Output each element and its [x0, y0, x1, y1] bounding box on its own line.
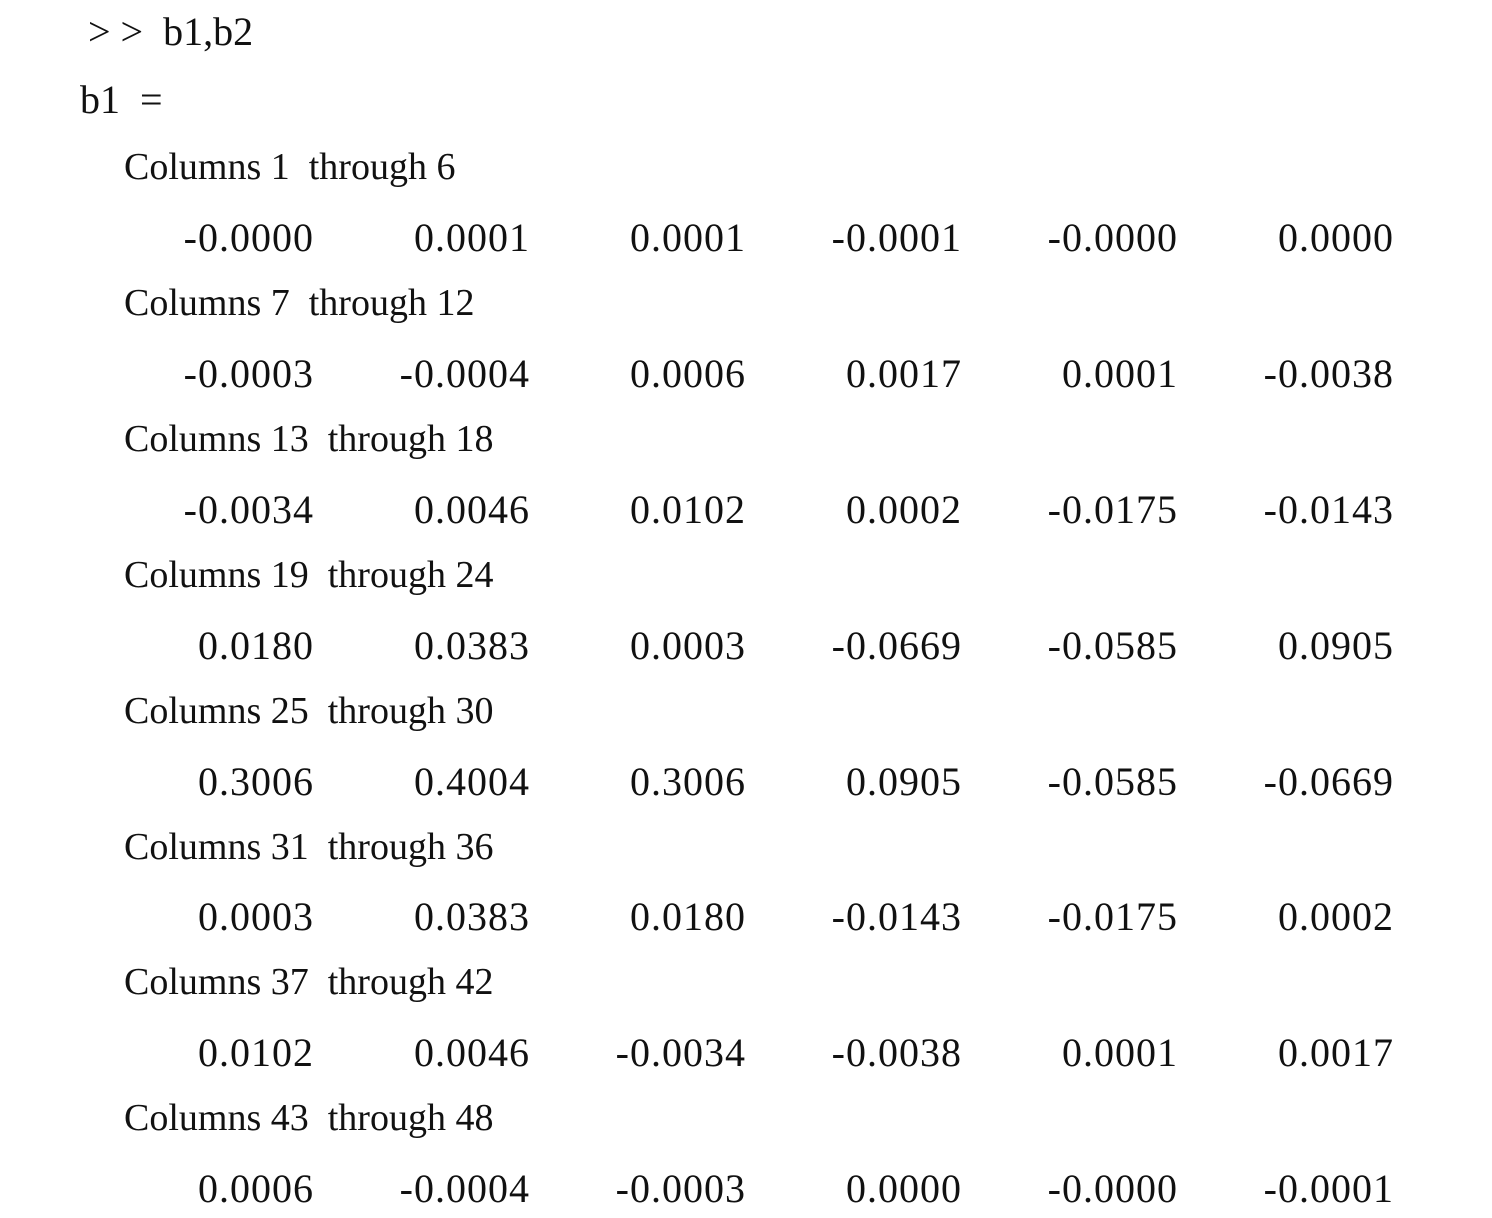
matrix-value: 0.0046 [414, 487, 530, 532]
columns-header: Columns 1 through 6 [124, 146, 456, 188]
matrix-value: 0.0000 [846, 1166, 962, 1211]
matrix-value: 0.3006 [630, 759, 746, 804]
matrix-value: -0.0669 [831, 623, 962, 668]
matrix-value: -0.0143 [831, 894, 962, 939]
values-row: -0.0000 0.0001 0.0001 -0.0001 -0.0000 0.… [0, 214, 1492, 260]
matrix-value: 0.0180 [630, 894, 746, 939]
matrix-value: 0.0002 [846, 487, 962, 532]
matrix-value: 0.0003 [630, 623, 746, 668]
columns-header: Columns 37 through 42 [124, 961, 494, 1003]
matrix-value: 0.0046 [414, 1030, 530, 1075]
matrix-value: 0.0102 [198, 1030, 314, 1075]
matrix-value: -0.0034 [615, 1030, 746, 1075]
matrix-value: -0.0000 [183, 215, 314, 260]
matrix-value: -0.0000 [1047, 1166, 1178, 1211]
matrix-value: -0.0143 [1263, 487, 1394, 532]
values-row: 0.0102 0.0046 -0.0034 -0.0038 0.0001 0.0… [0, 1029, 1492, 1075]
matrix-value: 0.0001 [1062, 1030, 1178, 1075]
matrix-value: -0.0034 [183, 487, 314, 532]
values-row: -0.0003 -0.0004 0.0006 0.0017 0.0001 -0.… [0, 350, 1492, 396]
output-variable-name: b1 = [80, 77, 163, 122]
matrix-value: -0.0003 [615, 1166, 746, 1211]
matrix-value: -0.0175 [1047, 894, 1178, 939]
matrix-value: -0.0038 [831, 1030, 962, 1075]
matrix-value: 0.0006 [630, 351, 746, 396]
matrix-value: 0.0905 [846, 759, 962, 804]
matrix-value: 0.0003 [198, 894, 314, 939]
columns-header: Columns 43 through 48 [124, 1097, 494, 1139]
values-row: 0.0180 0.0383 0.0003 -0.0669 -0.0585 0.0… [0, 622, 1492, 668]
matrix-value: 0.0383 [414, 894, 530, 939]
matrix-value: 0.0017 [846, 351, 962, 396]
values-row: 0.0003 0.0383 0.0180 -0.0143 -0.0175 0.0… [0, 893, 1492, 939]
matrix-value: -0.0001 [831, 215, 962, 260]
matrix-value: -0.0585 [1047, 623, 1178, 668]
matrix-value: 0.3006 [198, 759, 314, 804]
matrix-value: 0.0180 [198, 623, 314, 668]
columns-header: Columns 13 through 18 [124, 418, 494, 460]
matrix-value: -0.0001 [1263, 1166, 1394, 1211]
matrix-value: 0.0001 [630, 215, 746, 260]
matrix-value: -0.0038 [1263, 351, 1394, 396]
values-row: 0.0006 -0.0004 -0.0003 0.0000 -0.0000 -0… [0, 1165, 1492, 1211]
matrix-value: 0.0006 [198, 1166, 314, 1211]
matrix-value: 0.0002 [1278, 894, 1394, 939]
matrix-value: 0.0001 [1062, 351, 1178, 396]
columns-header: Columns 7 through 12 [124, 282, 475, 324]
columns-header: Columns 31 through 36 [124, 826, 494, 868]
matrix-value: 0.0017 [1278, 1030, 1394, 1075]
values-row: 0.3006 0.4004 0.3006 0.0905 -0.0585 -0.0… [0, 758, 1492, 804]
matrix-value: -0.0004 [399, 351, 530, 396]
matrix-value: 0.0001 [414, 215, 530, 260]
matrix-value: -0.0585 [1047, 759, 1178, 804]
values-row: -0.0034 0.0046 0.0102 0.0002 -0.0175 -0.… [0, 486, 1492, 532]
matrix-value: 0.0383 [414, 623, 530, 668]
matrix-value: 0.4004 [414, 759, 530, 804]
columns-header: Columns 19 through 24 [124, 554, 494, 596]
columns-header: Columns 25 through 30 [124, 690, 494, 732]
matrix-value: -0.0175 [1047, 487, 1178, 532]
matrix-value: -0.0004 [399, 1166, 530, 1211]
matrix-value: -0.0003 [183, 351, 314, 396]
matrix-value: 0.0102 [630, 487, 746, 532]
matrix-value: 0.0000 [1278, 215, 1394, 260]
matrix-value: -0.0669 [1263, 759, 1394, 804]
command-line: > > b1,b2 [88, 9, 254, 54]
matrix-value: -0.0000 [1047, 215, 1178, 260]
matrix-value: 0.0905 [1278, 623, 1394, 668]
